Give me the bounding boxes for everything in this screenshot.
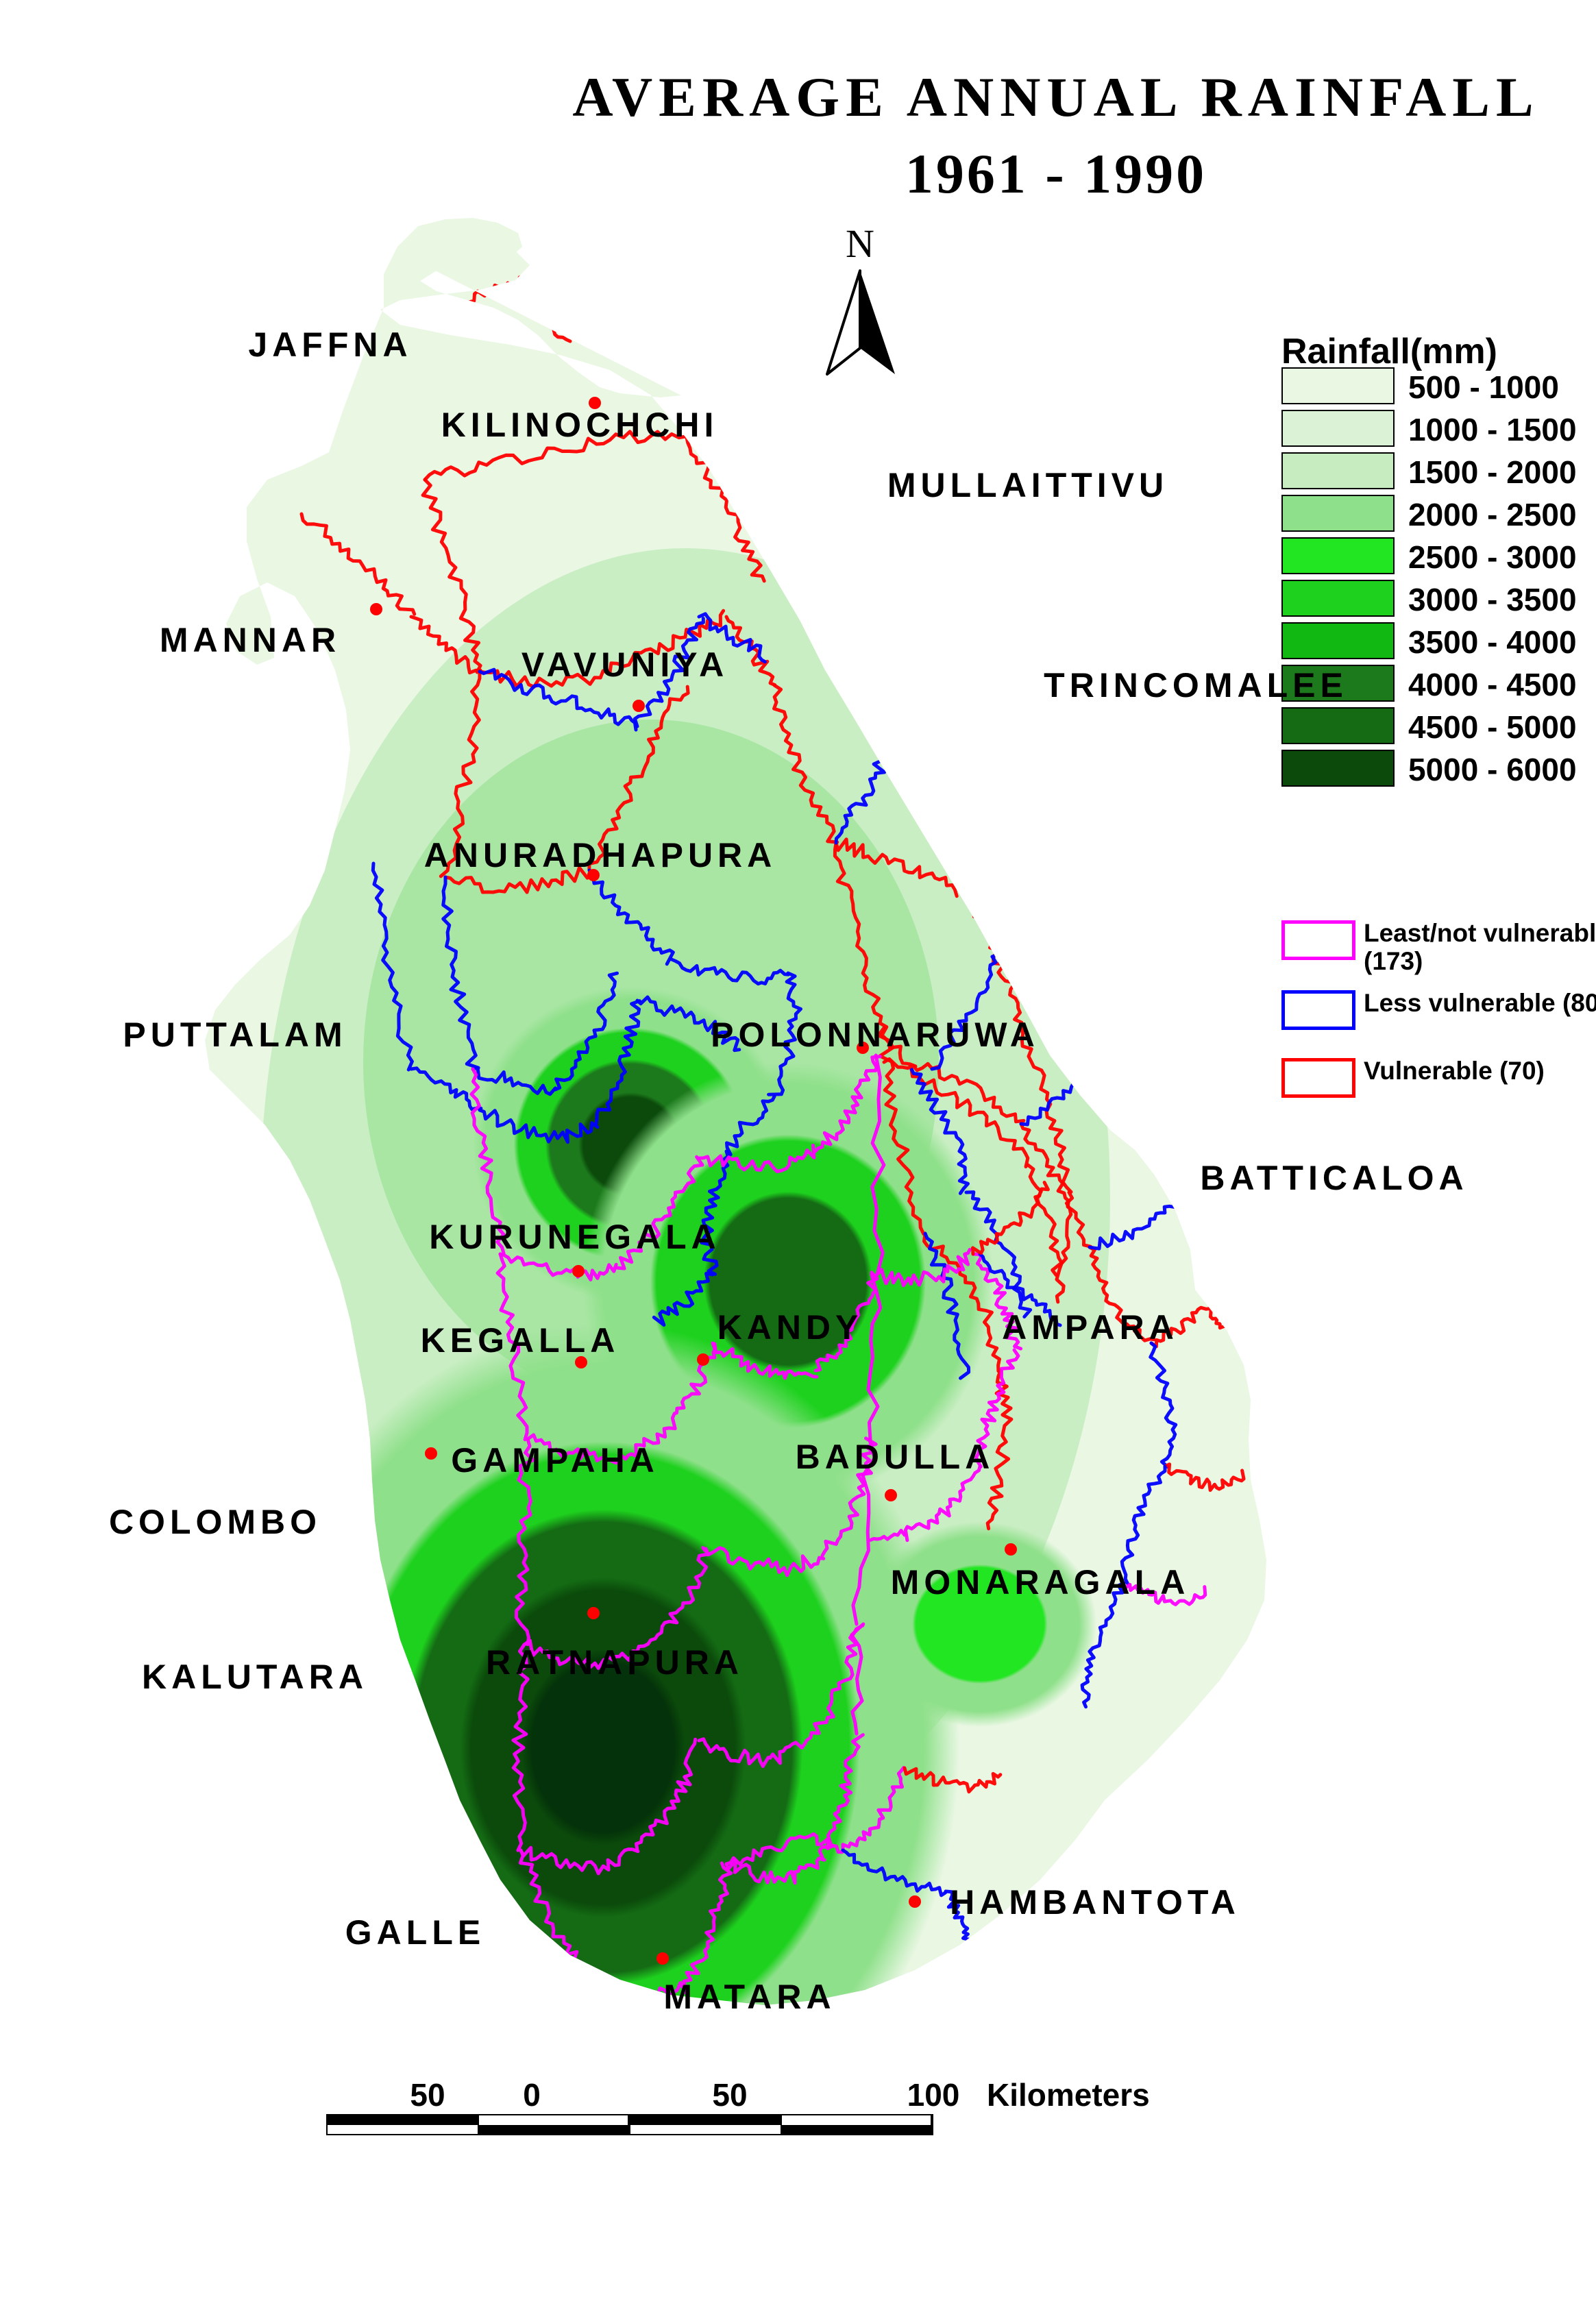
svg-text:N: N [846, 221, 874, 266]
